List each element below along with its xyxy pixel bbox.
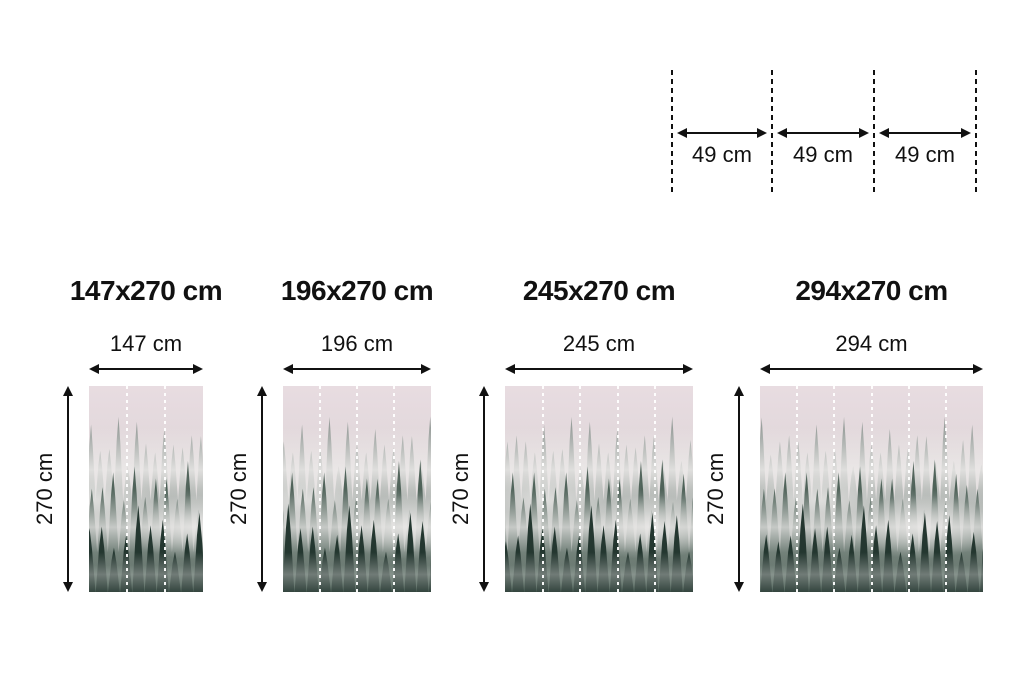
panel-separator-dashed-line — [164, 386, 166, 592]
panel-separator-dashed-line — [654, 386, 657, 592]
size-title: 294x270 cm — [795, 275, 948, 306]
mural-preview-image — [505, 386, 693, 592]
panel-width-label: 49 cm — [793, 142, 853, 167]
width-dimension-arrow-icon — [760, 364, 983, 374]
size-title: 147x270 cm — [69, 275, 223, 306]
panel-separator-dashed-line — [944, 386, 947, 592]
panel-cut-dashed-line — [771, 70, 773, 196]
width-dimension-arrow-icon — [505, 364, 693, 374]
height-dimension-label: 270 cm — [703, 452, 728, 526]
panel-width-label: 49 cm — [692, 142, 752, 167]
mural-preview-image — [760, 386, 983, 592]
size-title: 245x270 cm — [522, 275, 676, 306]
panel-cut-dashed-line — [671, 70, 673, 196]
panel-width-arrow-icon — [879, 128, 971, 138]
panel-cut-dashed-line — [975, 70, 977, 196]
height-dimension-arrow-icon — [479, 386, 489, 592]
panel-separator-dashed-line — [579, 386, 582, 592]
mural-preview-image — [89, 386, 203, 592]
panel-separator-dashed-line — [393, 386, 395, 592]
panel-separator-dashed-line — [125, 386, 128, 592]
panel-separator-dashed-line — [319, 386, 321, 592]
width-dimension-arrow-icon — [89, 364, 203, 374]
panel-width-label: 49 cm — [895, 142, 955, 167]
height-dimension-label: 270 cm — [32, 452, 57, 526]
panel-width-arrow-icon — [777, 128, 869, 138]
height-dimension-arrow-icon — [257, 386, 267, 592]
width-dimension-label: 245 cm — [562, 331, 636, 356]
width-dimension-label: 294 cm — [835, 331, 908, 356]
size-title: 196x270 cm — [280, 275, 434, 306]
panel-separator-dashed-line — [356, 386, 358, 592]
panel-separator-dashed-line — [870, 386, 873, 592]
height-dimension-label: 270 cm — [226, 452, 251, 526]
height-dimension-arrow-icon — [734, 386, 744, 592]
panel-separator-dashed-line — [616, 386, 619, 592]
panel-separator-dashed-line — [833, 386, 836, 592]
panel-width-arrow-icon — [677, 128, 767, 138]
height-dimension-label: 270 cm — [448, 452, 473, 526]
height-dimension-arrow-icon — [63, 386, 73, 592]
panel-separator-dashed-line — [796, 386, 799, 592]
panel-separator-dashed-line — [541, 386, 544, 592]
width-dimension-arrow-icon — [283, 364, 431, 374]
width-dimension-label: 147 cm — [109, 331, 183, 356]
panel-separator-dashed-line — [907, 386, 910, 592]
width-dimension-label: 196 cm — [320, 331, 394, 356]
mural-preview-image — [283, 386, 431, 592]
panel-cut-dashed-line — [873, 70, 875, 196]
